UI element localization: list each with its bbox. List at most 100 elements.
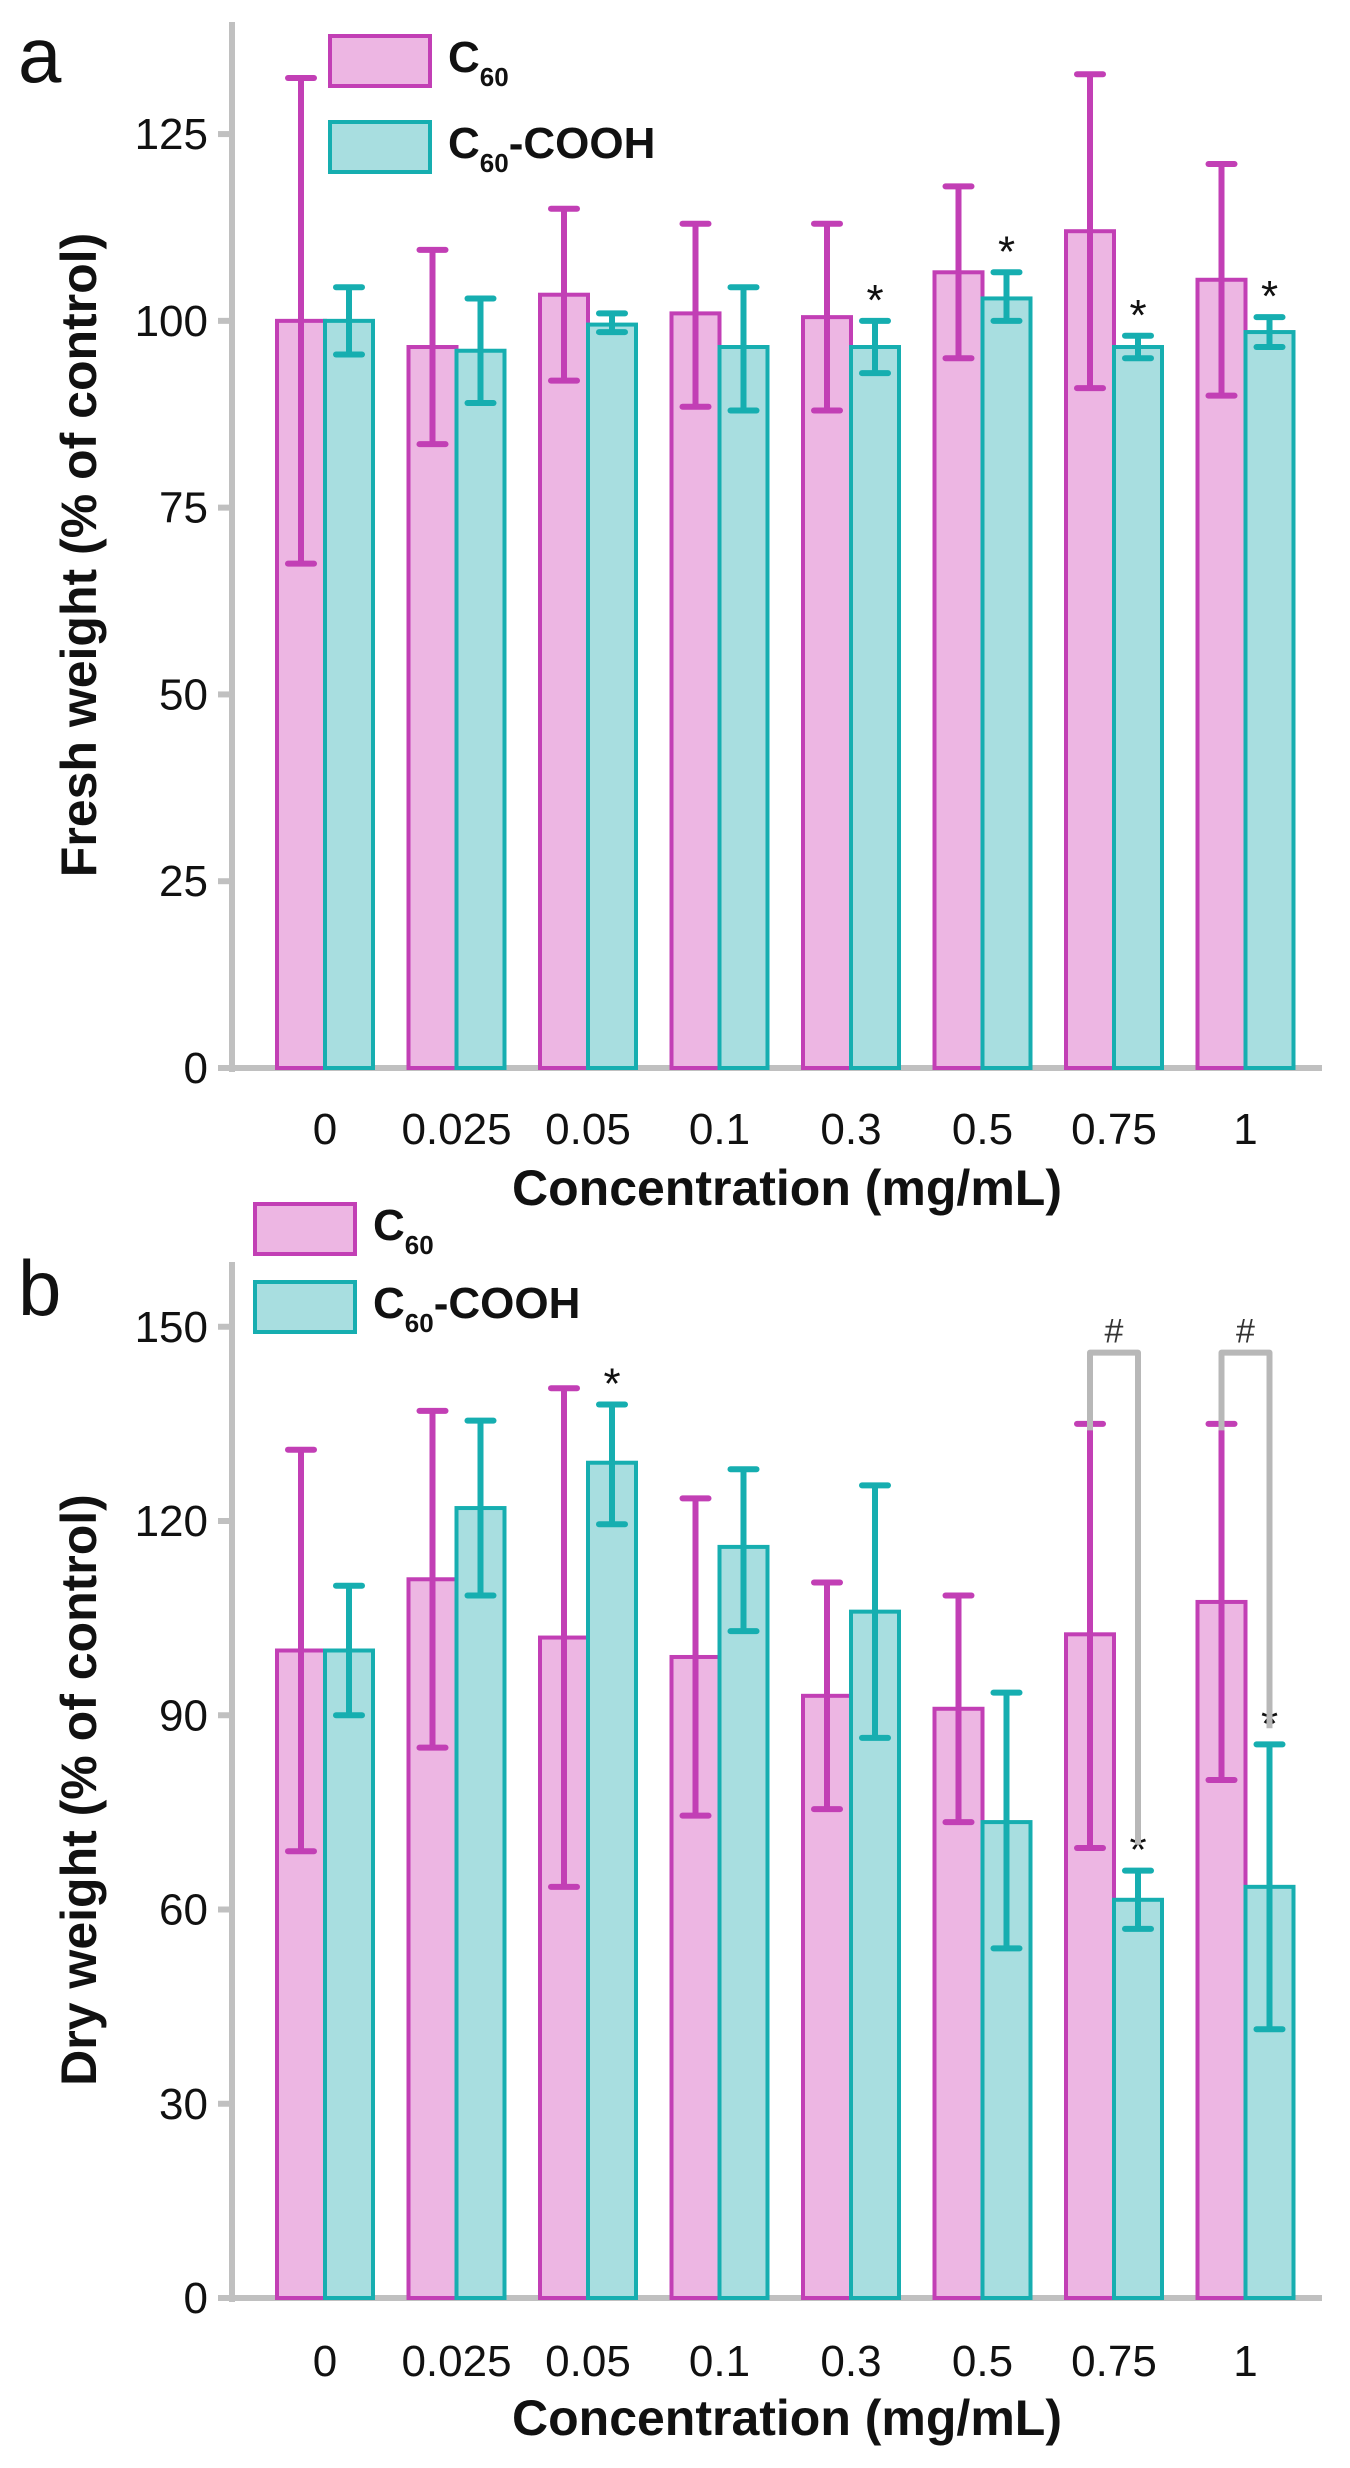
panel-a-x-tick-label: 0.5: [952, 1105, 1013, 1154]
panel-a-y-tick-label: 75: [159, 484, 208, 533]
panel-a-bar-cooh: [586, 322, 638, 1071]
panel-a-y-tick-label: 125: [135, 110, 208, 159]
panel-a-bar-cooh: [323, 318, 375, 1071]
panel-b-x-tick-label: 0.05: [545, 2337, 631, 2386]
panel-b-errorbar-cooh: [990, 1689, 1023, 1952]
panel-a-y-tick-label: 0: [184, 1044, 208, 1093]
panel-a-bar-c60: [406, 345, 459, 1070]
panel-a-bar-cooh: [717, 345, 770, 1070]
panel-b-bracket-label: #: [1236, 1313, 1255, 1351]
panel-b-errorbar-c60: [811, 1579, 843, 1813]
panel-a-errorbar-cooh: [464, 295, 497, 407]
panel-a-legend-label-c60: C60: [448, 33, 509, 92]
panel-b-errorbar-c60: [942, 1592, 975, 1826]
panel-b-errorbar-cooh: [464, 1417, 497, 1599]
panel-b-bar-cooh: [1112, 1897, 1164, 2300]
panel-b-errorbar-cooh: [1253, 1741, 1286, 2033]
panel-b-legend-swatch-c60: [253, 1202, 357, 1256]
panel-b-errorbar-cooh: [859, 1482, 891, 1741]
panel-a-legend-label-cooh: C60-COOH: [448, 119, 655, 178]
panel-a-errorbar-cooh: [727, 284, 760, 414]
panel-b-x-tick-label: 1: [1233, 2337, 1257, 2386]
panel-a-y-tick-label: 100: [135, 297, 208, 346]
panel-b-errorbar-cooh: [596, 1401, 628, 1528]
panel-a-errorbar-cooh: [990, 269, 1023, 324]
panel-a-significance-star: *: [1129, 291, 1146, 340]
panel-b-legend-label-c60: C60: [373, 1201, 434, 1260]
panel-a-errorbar-c60: [285, 75, 317, 567]
panel-a-errorbar-cooh: [596, 310, 628, 336]
panel-a-significance-star: *: [998, 227, 1015, 276]
panel-b-y-tick-label: 150: [135, 1303, 208, 1352]
panel-a-errorbar-c60: [679, 220, 712, 410]
panel-a-bar-c60: [669, 311, 722, 1070]
panel-a-x-tick-label: 0: [313, 1105, 337, 1154]
panel-b-y-tick-label: 30: [159, 2080, 208, 2129]
panel-b-bar-cooh: [323, 1648, 375, 2300]
panel-b-x-tick-label: 0.75: [1071, 2337, 1157, 2386]
panel-a-y-axis-title: Fresh weight (% of control): [51, 233, 107, 877]
panel-a-x-tick-label: 0.05: [545, 1105, 631, 1154]
panel-a-errorbar-cooh: [1122, 332, 1154, 362]
panel-b-errorbar-c60: [285, 1446, 317, 1855]
panel-a-errorbar-c60: [1074, 71, 1106, 392]
panel-b-x-tick-label: 0.1: [689, 2337, 750, 2386]
panel-b-bracket-label: #: [1105, 1313, 1124, 1351]
panel-a-x-tick-label: 0.3: [820, 1105, 881, 1154]
panel-b-errorbar-cooh: [1122, 1867, 1154, 1932]
panel-b-x-tick-label: 0.025: [401, 2337, 511, 2386]
panel-a: a 0 25 50 75 100 125 0 0.025 0.05 0.1 0.3 0.5 0.75 1 C…: [18, 11, 1322, 1216]
panel-b-y-tick-label: 0: [184, 2274, 208, 2323]
panel-b-significance-star: *: [1129, 1826, 1146, 1875]
panel-b-y-axis-title: Dry weight (% of control): [51, 1494, 107, 2086]
panel-a-x-tick-label: 1: [1233, 1105, 1257, 1154]
panel-a-bar-c60: [538, 292, 590, 1070]
panel-b-significance-star: *: [603, 1359, 620, 1408]
panel-a-errorbar-c60: [548, 205, 580, 384]
panel-b-errorbar-cooh: [727, 1466, 760, 1635]
panel-a-errorbar-cooh: [333, 284, 365, 358]
panel-a-errorbar-c60: [942, 183, 975, 362]
panel-a-letter: a: [18, 11, 62, 99]
panel-a-x-tick-label: 0.1: [689, 1105, 750, 1154]
panel-a-bar-cooh: [980, 296, 1033, 1070]
panel-b-x-axis-title: Concentration (mg/mL): [512, 2390, 1062, 2446]
panel-b-errorbar-c60: [548, 1385, 580, 1890]
panel-a-x-tick-label: 0.75: [1071, 1105, 1157, 1154]
panel-b: b 0 30 60 90 120 150 0 0.025 0.05 0.1 0.3 0.5 0.75 1 C…: [18, 1201, 1322, 2446]
panel-b-bar-cooh: [454, 1506, 507, 2301]
panel-b-errorbar-c60: [679, 1495, 712, 1819]
panel-b-errorbar-cooh: [333, 1582, 365, 1719]
panel-b-x-tick-label: 0: [313, 2337, 337, 2386]
panel-a-bar-cooh: [1243, 330, 1296, 1071]
panel-a-errorbar-c60: [1205, 160, 1238, 399]
panel-a-significance-star: *: [1261, 272, 1278, 321]
panel-a-bar-c60: [801, 315, 853, 1071]
panel-b-y-tick-label: 120: [135, 1497, 208, 1546]
panel-a-bar-cooh: [849, 345, 901, 1070]
panel-b-letter: b: [18, 1244, 61, 1332]
panel-b-comparison-bracket: [1218, 1349, 1273, 1729]
panel-b-errorbar-c60: [416, 1407, 449, 1751]
panel-b-y-tick-label: 60: [159, 1886, 208, 1935]
panel-b-x-tick-label: 0.5: [952, 2337, 1013, 2386]
panel-a-errorbar-c60: [416, 246, 449, 448]
panel-a-errorbar-c60: [811, 220, 843, 414]
panel-a-legend-swatch-cooh: [328, 120, 432, 174]
panel-a-bar-cooh: [1112, 345, 1164, 1070]
panel-b-bar-cooh: [717, 1544, 770, 2300]
panel-a-legend-swatch-c60: [328, 34, 432, 88]
panel-b-legend-swatch-cooh: [253, 1280, 357, 1334]
panel-a-y-tick-label: 25: [159, 857, 208, 906]
panel-a-bar-c60: [932, 270, 985, 1070]
panel-a-errorbar-cooh: [859, 317, 891, 377]
panel-a-bar-cooh: [454, 348, 507, 1070]
panel-b-bar-cooh: [586, 1460, 638, 2300]
panel-b-legend-label-cooh: C60-COOH: [373, 1279, 580, 1338]
panel-a-y-tick-label: 50: [159, 670, 208, 719]
panel-a-x-tick-label: 0.025: [401, 1105, 511, 1154]
panel-a-significance-star: *: [866, 276, 883, 325]
panel-b-y-tick-label: 90: [159, 1691, 208, 1740]
